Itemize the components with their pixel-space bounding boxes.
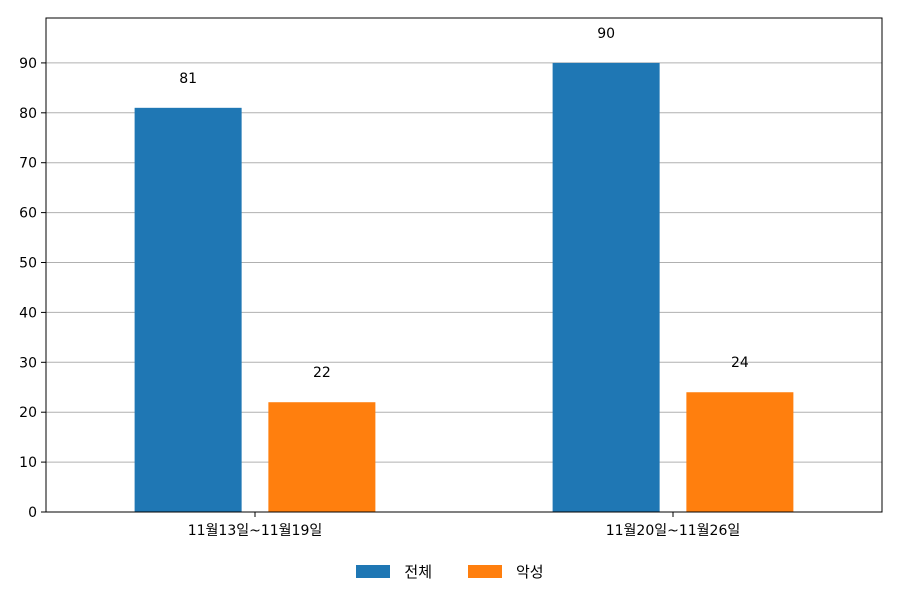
legend-swatch-series-2	[468, 564, 502, 578]
data-label: 24	[731, 355, 749, 371]
data-label: 81	[179, 71, 197, 87]
x-tick-label: 11월20일~11월26일	[606, 523, 741, 539]
legend-item-series-2: 악성	[468, 561, 544, 582]
y-tick-label: 70	[19, 156, 37, 172]
y-tick-label: 60	[19, 206, 37, 222]
bar-1-2	[552, 62, 660, 513]
plot-frame	[45, 17, 883, 513]
legend-swatch-series-1	[356, 564, 391, 578]
bar-1-1	[134, 107, 242, 513]
y-tick-label: 20	[19, 405, 37, 421]
y-tick-label: 50	[19, 256, 37, 272]
x-tick-label: 11월13일~11월19일	[188, 523, 323, 539]
y-tick-label: 10	[19, 455, 37, 471]
legend: 전체 악성	[0, 558, 900, 584]
y-tick-label: 80	[19, 106, 37, 122]
y-tick-label: 40	[19, 305, 37, 321]
legend-item-series-1: 전체	[356, 561, 432, 582]
bar-2-1	[268, 402, 376, 512]
axes: 0 10 20 30 40 50 60 70 80 90 11월13일~11월19일 11월20일~1…	[19, 17, 883, 539]
data-label: 90	[597, 26, 615, 42]
bar-chart: 81 22 90 24 0 10 20 30 40 50 60 70 80 90 11월13일~11월19…	[19, 17, 883, 539]
data-labels: 81 22 90 24	[179, 26, 749, 381]
bars	[134, 62, 794, 513]
legend-label-series-2: 악성	[516, 562, 544, 581]
data-label: 22	[313, 365, 331, 381]
y-tick-label: 90	[19, 56, 37, 72]
bar-2-2	[686, 392, 794, 512]
y-tick-label: 0	[28, 505, 37, 521]
legend-label-series-1: 전체	[404, 562, 432, 581]
y-tick-label: 30	[19, 355, 37, 371]
